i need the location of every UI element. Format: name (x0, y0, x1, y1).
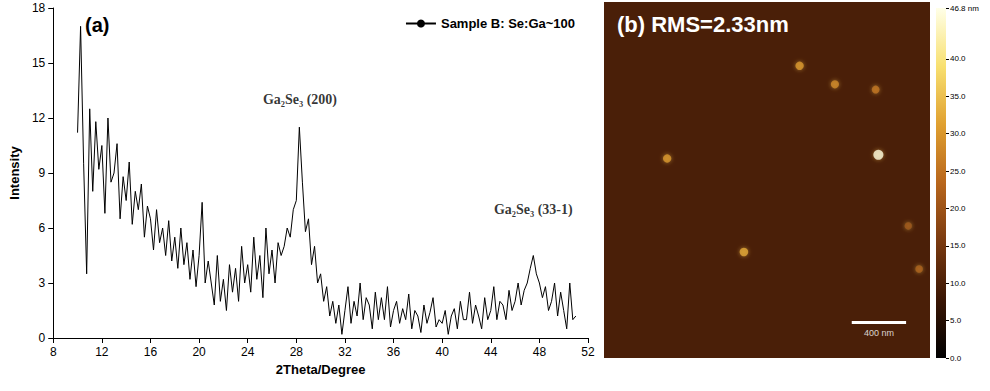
svg-text:10.0: 10.0 (950, 279, 966, 288)
svg-text:(b) RMS=2.33nm: (b) RMS=2.33nm (617, 12, 789, 37)
svg-text:Ga₂Se₃ (33-1): Ga₂Se₃ (33-1) (494, 202, 573, 218)
svg-text:32: 32 (338, 345, 352, 359)
svg-text:20: 20 (192, 345, 206, 359)
svg-text:Intensity: Intensity (7, 146, 22, 200)
svg-text:0.0: 0.0 (950, 354, 962, 363)
svg-text:5.0: 5.0 (950, 316, 962, 325)
svg-text:0: 0 (39, 331, 46, 345)
svg-text:28: 28 (290, 345, 304, 359)
svg-text:25.0: 25.0 (950, 167, 966, 176)
svg-text:40: 40 (435, 345, 449, 359)
svg-text:48: 48 (533, 345, 547, 359)
svg-text:24: 24 (241, 345, 255, 359)
svg-text:Ga₂Se₃ (200): Ga₂Se₃ (200) (263, 92, 337, 108)
svg-text:3: 3 (39, 276, 46, 290)
svg-text:8: 8 (50, 345, 57, 359)
svg-text:12: 12 (95, 345, 109, 359)
svg-text:6: 6 (39, 221, 46, 235)
svg-text:35.0: 35.0 (950, 92, 966, 101)
svg-text:18: 18 (32, 1, 46, 15)
svg-text:12: 12 (32, 111, 46, 125)
svg-text:16: 16 (144, 345, 158, 359)
svg-text:52: 52 (581, 345, 595, 359)
svg-text:44: 44 (484, 345, 498, 359)
svg-text:40.0: 40.0 (950, 54, 966, 63)
svg-text:36: 36 (387, 345, 401, 359)
svg-text:30.0: 30.0 (950, 129, 966, 138)
svg-text:(a): (a) (85, 14, 109, 36)
svg-text:400 nm: 400 nm (864, 328, 894, 338)
svg-text:Sample B: Se:Ga~100: Sample B: Se:Ga~100 (441, 16, 575, 31)
svg-text:15: 15 (32, 56, 46, 70)
svg-text:2Theta/Degree: 2Theta/Degree (276, 362, 366, 377)
svg-text:9: 9 (39, 166, 46, 180)
svg-text:15.0: 15.0 (950, 241, 966, 250)
svg-text:46.8 nm: 46.8 nm (950, 4, 979, 13)
svg-text:20.0: 20.0 (950, 204, 966, 213)
